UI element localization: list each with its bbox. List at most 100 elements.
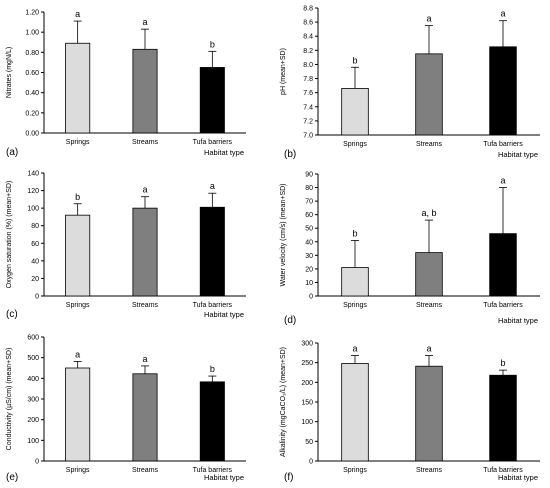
x-axis-title: Habitat type bbox=[204, 148, 244, 157]
y-tick-label: 80 bbox=[31, 223, 39, 230]
y-tick-label: 120 bbox=[27, 188, 39, 195]
y-tick-label: 100 bbox=[27, 438, 39, 445]
y-tick-label: 0 bbox=[309, 459, 313, 466]
panel-label: (c) bbox=[6, 309, 18, 320]
y-axis-title: Conductivity (µS/cm) (mean+SD) bbox=[6, 348, 13, 451]
significance-label: a bbox=[75, 9, 80, 19]
x-tick-label: Tufa barriers bbox=[483, 141, 523, 148]
bar bbox=[341, 363, 369, 462]
y-tick-label: 80 bbox=[305, 185, 313, 192]
significance-label: a bbox=[426, 344, 431, 354]
x-tick-label: Streams bbox=[416, 141, 443, 148]
x-tick-label: Streams bbox=[416, 302, 443, 309]
x-tick-label: Tufa barriers bbox=[193, 139, 233, 146]
significance-label: a bbox=[210, 181, 215, 191]
y-tick-label: 1.20 bbox=[25, 10, 39, 17]
x-tick-label: Tufa barriers bbox=[483, 467, 523, 474]
y-tick-label: 7.0 bbox=[303, 133, 313, 140]
panel-label: (f) bbox=[284, 472, 293, 483]
bar bbox=[489, 46, 517, 136]
y-tick-label: 100 bbox=[27, 206, 39, 213]
bar bbox=[65, 42, 91, 134]
significance-label: a bbox=[142, 354, 147, 364]
x-tick-label: Springs bbox=[66, 467, 90, 474]
significance-label: a bbox=[352, 344, 357, 354]
y-tick-label: 300 bbox=[301, 341, 313, 348]
significance-label: b bbox=[500, 358, 505, 368]
y-tick-label: 60 bbox=[305, 212, 313, 219]
bar bbox=[415, 365, 443, 462]
chart-panel-e: 0 100 200 300 400 500 600 Conductivity (µS/cm) … bbox=[6, 335, 246, 483]
y-tick-label: 100 bbox=[301, 419, 313, 426]
y-tick-label: 50 bbox=[305, 226, 313, 233]
x-tick-label: Springs bbox=[66, 302, 90, 309]
chart-panel-d: 0 10 20 30 40 50 60 70 80 90 Water velocity (cm/s)… bbox=[280, 172, 540, 326]
y-tick-label: 8.6 bbox=[303, 20, 313, 27]
x-tick-label: Tufa barriers bbox=[193, 467, 233, 474]
x-tick-label: Springs bbox=[343, 141, 367, 148]
bar bbox=[199, 206, 225, 297]
panel-label: (a) bbox=[6, 147, 18, 158]
y-tick-label: 0.40 bbox=[25, 90, 39, 97]
y-tick-label: 8.8 bbox=[303, 6, 313, 13]
y-tick-label: 0 bbox=[309, 294, 313, 301]
y-tick-label: 7.6 bbox=[303, 90, 313, 97]
x-tick-label: Springs bbox=[343, 467, 367, 474]
y-tick-label: 10 bbox=[305, 280, 313, 287]
y-tick-label: 7.2 bbox=[303, 118, 313, 125]
y-tick-label: 40 bbox=[31, 258, 39, 265]
significance-label: a bbox=[75, 349, 80, 359]
y-tick-label: 20 bbox=[305, 266, 313, 273]
significance-label: a bbox=[142, 185, 147, 195]
significance-label: a bbox=[426, 14, 431, 24]
panel-label: (d) bbox=[284, 315, 296, 326]
y-tick-label: 20 bbox=[31, 276, 39, 283]
bar bbox=[199, 67, 225, 134]
x-axis-title: Habitat type bbox=[498, 150, 538, 159]
bar bbox=[199, 381, 225, 462]
x-tick-label: Springs bbox=[66, 139, 90, 146]
bar bbox=[65, 367, 91, 462]
bar bbox=[489, 374, 517, 462]
y-tick-label: 30 bbox=[305, 253, 313, 260]
chart-panel-c: 0 20 40 60 80 100 120 140 Oxygen saturation (%) … bbox=[6, 171, 246, 320]
y-tick-label: 300 bbox=[27, 397, 39, 404]
panel-label: (e) bbox=[6, 472, 18, 483]
y-tick-label: 1.00 bbox=[25, 30, 39, 37]
y-tick-label: 8.2 bbox=[303, 48, 313, 55]
bar bbox=[341, 267, 369, 297]
x-tick-label: Tufa barriers bbox=[483, 302, 523, 309]
y-tick-label: 0.80 bbox=[25, 50, 39, 57]
x-axis-title: Habitat type bbox=[498, 473, 538, 482]
y-tick-label: 200 bbox=[27, 417, 39, 424]
bar bbox=[65, 214, 91, 297]
y-axis-title: pH (mean+SD) bbox=[280, 48, 287, 95]
x-tick-label: Streams bbox=[132, 302, 159, 309]
y-tick-label: 40 bbox=[305, 239, 313, 246]
y-tick-label: 0 bbox=[35, 459, 39, 466]
significance-label: b bbox=[352, 55, 357, 65]
bar bbox=[132, 373, 158, 462]
y-tick-label: 0 bbox=[35, 294, 39, 301]
y-tick-label: 400 bbox=[27, 376, 39, 383]
x-tick-label: Streams bbox=[416, 467, 443, 474]
chart-panel-f: 0 50 100 150 200 250 300 Alkalinity (mgCaCO₃/L)… bbox=[280, 341, 540, 483]
x-axis-title: Habitat type bbox=[204, 310, 244, 319]
y-tick-label: 600 bbox=[27, 335, 39, 342]
y-tick-label: 140 bbox=[27, 171, 39, 178]
y-axis-title: Water velocity (cm/s) (mean+SD) bbox=[280, 183, 287, 286]
y-axis-title: Alkalinity (mgCaCO₃/L) (mean+SD) bbox=[280, 347, 287, 457]
y-tick-label: 8.4 bbox=[303, 34, 313, 41]
y-tick-label: 500 bbox=[27, 355, 39, 362]
y-tick-label: 90 bbox=[305, 172, 313, 179]
significance-label: b bbox=[210, 364, 215, 374]
y-tick-label: 0.00 bbox=[25, 131, 39, 138]
significance-label: a, b bbox=[421, 208, 436, 218]
x-axis-title: Habitat type bbox=[498, 316, 538, 325]
significance-label: b bbox=[75, 192, 80, 202]
significance-label: a bbox=[142, 17, 147, 27]
significance-label: b bbox=[210, 39, 215, 49]
bar bbox=[132, 207, 158, 297]
significance-label: a bbox=[500, 9, 505, 19]
